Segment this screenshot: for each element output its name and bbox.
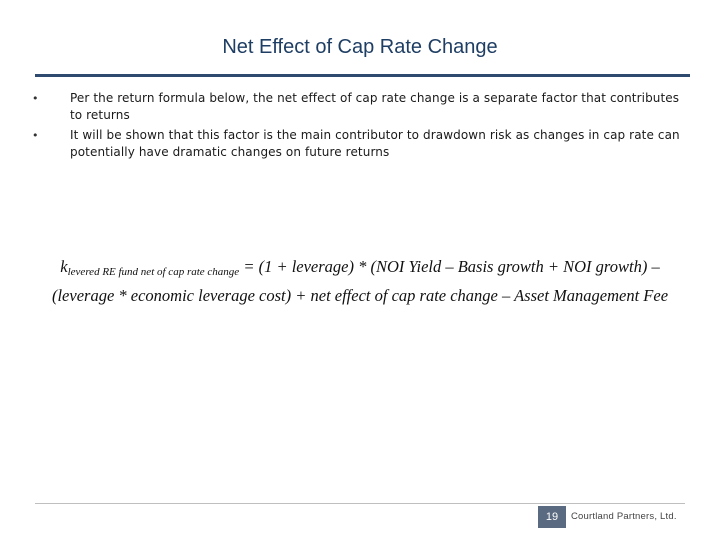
bullet-marker: • <box>32 92 39 105</box>
bullet-text: It will be shown that this factor is the… <box>70 128 680 159</box>
bullet-marker: • <box>32 129 39 142</box>
formula-subscript: levered RE fund net of cap rate change <box>67 266 240 278</box>
bullet-item: • Per the return formula below, the net … <box>30 90 695 124</box>
title-divider <box>35 74 690 77</box>
footer-divider <box>35 503 685 504</box>
formula-symbol: k <box>60 257 68 276</box>
bullet-text: Per the return formula below, the net ef… <box>70 91 680 122</box>
slide-title: Net Effect of Cap Rate Change <box>222 36 498 58</box>
page-number: 19 <box>538 506 566 528</box>
formula-body: = (1 + leverage) * (NOI Yield – Basis gr… <box>51 257 669 305</box>
return-formula: klevered RE fund net of cap rate change … <box>50 255 670 307</box>
footer-company: Courtland Partners, Ltd. <box>571 511 677 522</box>
bullet-item: • It will be shown that this factor is t… <box>30 127 695 161</box>
bullet-list: • Per the return formula below, the net … <box>30 90 695 164</box>
